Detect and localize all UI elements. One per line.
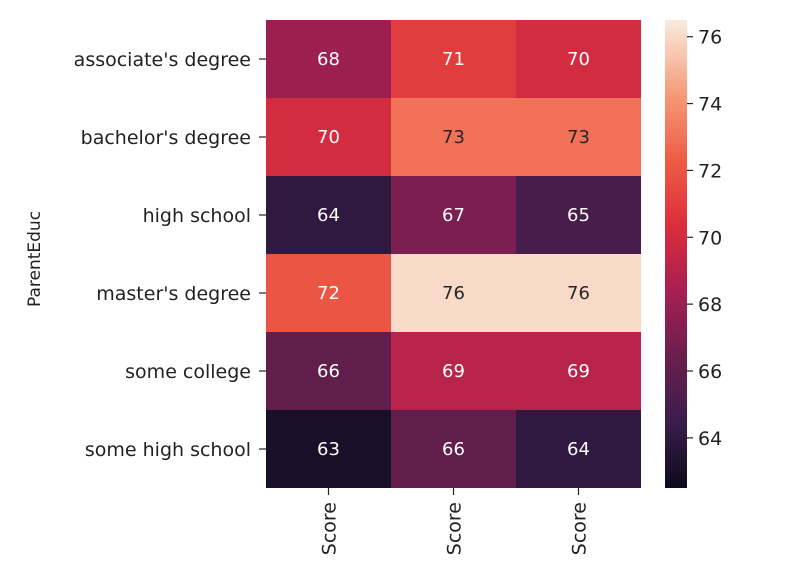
colorbar-tick-label: 68 — [698, 294, 722, 316]
colorbar-tick-label: 70 — [698, 227, 722, 249]
heatmap-cell — [516, 332, 641, 410]
heatmap-cell — [266, 20, 391, 98]
row-tick-label: bachelor's degree — [81, 127, 251, 149]
heatmap-cell — [516, 20, 641, 98]
heatmap-cell — [391, 332, 516, 410]
row-labels: associate's degree bachelor's degree high … — [74, 49, 266, 461]
heatmap-cell — [266, 410, 391, 488]
heatmap-cells: 68 71 70 70 73 73 64 67 65 72 76 76 66 69 69 63 66 64 — [266, 20, 641, 488]
cell-value-label: 70 — [567, 49, 590, 70]
cell-value-label: 64 — [567, 439, 590, 460]
heatmap-cell — [391, 20, 516, 98]
row-tick-label: associate's degree — [74, 49, 251, 71]
heatmap-cell — [516, 176, 641, 254]
heatmap-cell — [391, 98, 516, 176]
cell-value-label: 65 — [567, 205, 590, 226]
column-labels: Score Score Score — [319, 488, 591, 555]
cell-value-label: 76 — [442, 283, 465, 304]
cell-value-label: 76 — [567, 283, 590, 304]
heatmap-cell — [266, 254, 391, 332]
cell-value-label: 69 — [567, 361, 590, 382]
cell-value-label: 73 — [567, 127, 590, 148]
colorbar-tick-label: 66 — [698, 361, 722, 383]
row-tick-label: some college — [125, 361, 251, 383]
heatmap-cell — [266, 98, 391, 176]
colorbar-tick-label: 76 — [698, 27, 722, 49]
row-tick-label: some high school — [85, 439, 251, 461]
row-tick-label: master's degree — [96, 283, 251, 305]
colorbar-tick-label: 74 — [698, 94, 722, 116]
heatmap-cell — [266, 176, 391, 254]
cell-value-label: 66 — [317, 361, 340, 382]
cell-value-label: 73 — [442, 127, 465, 148]
heatmap-cell — [391, 410, 516, 488]
cell-value-label: 64 — [317, 205, 340, 226]
colorbar-tick-label: 72 — [698, 160, 722, 182]
cell-value-label: 63 — [317, 439, 340, 460]
cell-value-label: 71 — [442, 49, 465, 70]
cell-value-label: 68 — [317, 49, 340, 70]
heatmap-cell — [516, 254, 641, 332]
heatmap-cell — [516, 98, 641, 176]
heatmap-cell — [391, 176, 516, 254]
cell-value-label: 70 — [317, 127, 340, 148]
cell-value-label: 72 — [317, 283, 340, 304]
column-tick-label: Score — [444, 502, 466, 555]
row-tick-label: high school — [143, 205, 251, 227]
heatmap-cell — [391, 254, 516, 332]
column-tick-label: Score — [319, 502, 341, 555]
heatmap-cell — [516, 410, 641, 488]
cell-value-label: 67 — [442, 205, 465, 226]
cell-value-label: 66 — [442, 439, 465, 460]
y-axis-label: ParentEduc — [25, 211, 45, 307]
colorbar-tick-label: 64 — [698, 428, 722, 450]
colorbar — [665, 20, 687, 488]
column-tick-label: Score — [569, 502, 591, 555]
cell-value-label: 69 — [442, 361, 465, 382]
heatmap-cell — [266, 332, 391, 410]
colorbar-ticks: 64 66 68 70 72 74 76 — [687, 27, 722, 450]
